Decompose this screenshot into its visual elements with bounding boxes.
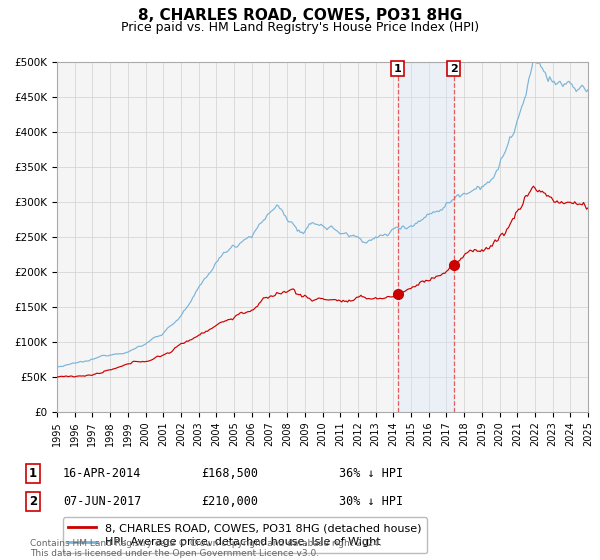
Text: 8, CHARLES ROAD, COWES, PO31 8HG: 8, CHARLES ROAD, COWES, PO31 8HG xyxy=(138,8,462,24)
Text: Price paid vs. HM Land Registry's House Price Index (HPI): Price paid vs. HM Land Registry's House … xyxy=(121,21,479,34)
Text: 30% ↓ HPI: 30% ↓ HPI xyxy=(339,494,403,508)
Text: 07-JUN-2017: 07-JUN-2017 xyxy=(63,494,142,508)
Bar xyxy=(398,62,454,412)
Text: Contains HM Land Registry data © Crown copyright and database right 2024.
This d: Contains HM Land Registry data © Crown c… xyxy=(30,539,382,558)
Text: 16-APR-2014: 16-APR-2014 xyxy=(63,466,142,480)
Text: 1: 1 xyxy=(394,64,401,73)
Text: 2: 2 xyxy=(29,494,37,508)
Text: £210,000: £210,000 xyxy=(201,494,258,508)
Legend: 8, CHARLES ROAD, COWES, PO31 8HG (detached house), HPI: Average price, detached : 8, CHARLES ROAD, COWES, PO31 8HG (detach… xyxy=(62,517,427,553)
Text: 2: 2 xyxy=(450,64,458,73)
Text: 36% ↓ HPI: 36% ↓ HPI xyxy=(339,466,403,480)
Text: 1: 1 xyxy=(29,466,37,480)
Text: £168,500: £168,500 xyxy=(201,466,258,480)
